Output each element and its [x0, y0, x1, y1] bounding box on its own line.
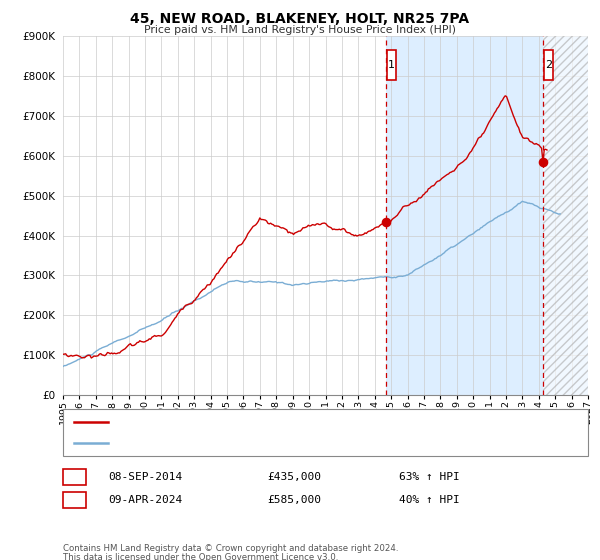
Text: 1: 1 — [71, 472, 78, 482]
Text: £435,000: £435,000 — [267, 472, 321, 482]
Text: 40% ↑ HPI: 40% ↑ HPI — [399, 495, 460, 505]
Text: 08-SEP-2014: 08-SEP-2014 — [108, 472, 182, 482]
Text: Price paid vs. HM Land Registry's House Price Index (HPI): Price paid vs. HM Land Registry's House … — [144, 25, 456, 35]
Point — [381, 217, 391, 226]
Text: 1: 1 — [388, 60, 395, 70]
Text: Contains HM Land Registry data © Crown copyright and database right 2024.: Contains HM Land Registry data © Crown c… — [63, 544, 398, 553]
Text: HPI: Average price, detached house, North Norfolk: HPI: Average price, detached house, Nort… — [114, 438, 365, 448]
Bar — [386, 36, 588, 395]
Text: 09-APR-2024: 09-APR-2024 — [108, 495, 182, 505]
Text: 63% ↑ HPI: 63% ↑ HPI — [399, 472, 460, 482]
Text: 2: 2 — [71, 495, 78, 505]
Bar — [543, 36, 588, 395]
Text: 45, NEW ROAD, BLAKENEY, HOLT, NR25 7PA (detached house): 45, NEW ROAD, BLAKENEY, HOLT, NR25 7PA (… — [114, 417, 425, 427]
Bar — [544, 50, 553, 80]
Text: £585,000: £585,000 — [267, 495, 321, 505]
Point — [538, 157, 548, 166]
Bar — [387, 50, 396, 80]
Text: 45, NEW ROAD, BLAKENEY, HOLT, NR25 7PA: 45, NEW ROAD, BLAKENEY, HOLT, NR25 7PA — [130, 12, 470, 26]
Text: 2: 2 — [545, 60, 552, 70]
Text: This data is licensed under the Open Government Licence v3.0.: This data is licensed under the Open Gov… — [63, 553, 338, 560]
